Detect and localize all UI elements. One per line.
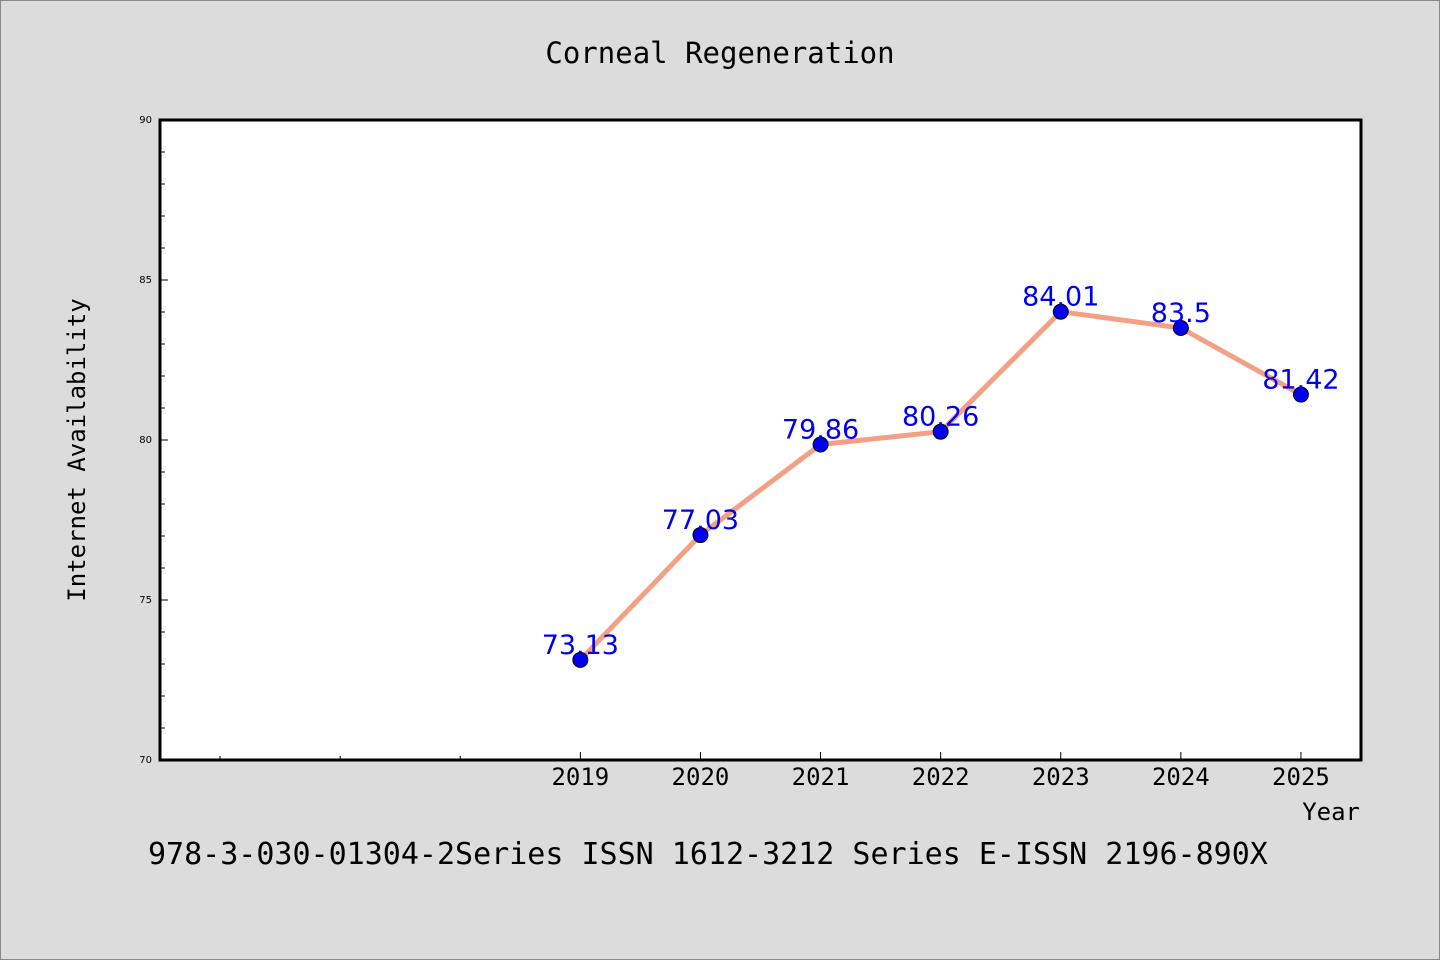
x-tick-label: 2022	[912, 763, 970, 791]
data-label: 81.42	[1262, 365, 1339, 396]
chart-title: Corneal Regeneration	[545, 36, 894, 70]
y-axis-label: Internet Availability	[63, 298, 91, 601]
y-tick-label: 80	[139, 435, 152, 446]
data-label: 84.01	[1022, 282, 1099, 313]
x-axis: 2019 2020 2021 2022 2023 2024 2025	[219, 752, 1330, 791]
data-point	[572, 651, 589, 668]
data-point	[1292, 386, 1309, 403]
data-label: 83.5	[1151, 298, 1211, 329]
data-point	[1052, 303, 1069, 320]
series-layer: 73.13 77.03 79.86 80.26 84.01 83.5 81.42	[542, 282, 1340, 668]
data-label: 77.03	[662, 505, 739, 536]
x-tick-label: 2021	[792, 763, 850, 791]
y-tick-label: 70	[139, 755, 152, 766]
footer-isbn-issn: 978-3-030-01304-2Series ISSN 1612-3212 S…	[148, 837, 1268, 872]
x-tick-label: 2020	[672, 763, 730, 791]
data-point	[692, 527, 709, 544]
x-tick-label: 2019	[551, 763, 609, 791]
data-point	[812, 436, 829, 453]
y-axis: 70 75 80 85 90	[139, 115, 168, 766]
x-tick-label: 2023	[1032, 763, 1090, 791]
y-tick-label: 75	[139, 595, 152, 606]
data-point	[1172, 320, 1189, 336]
x-axis-label: Year	[1302, 798, 1360, 826]
data-label: 79.86	[782, 414, 859, 445]
data-label: 80.26	[902, 402, 979, 433]
x-tick-label: 2024	[1152, 763, 1210, 791]
plot-area	[158, 118, 1363, 762]
data-label: 73.13	[542, 630, 619, 661]
data-point	[932, 423, 949, 440]
y-tick-label: 85	[139, 275, 152, 286]
y-tick-label: 90	[139, 115, 152, 126]
x-tick-label: 2025	[1272, 763, 1330, 791]
